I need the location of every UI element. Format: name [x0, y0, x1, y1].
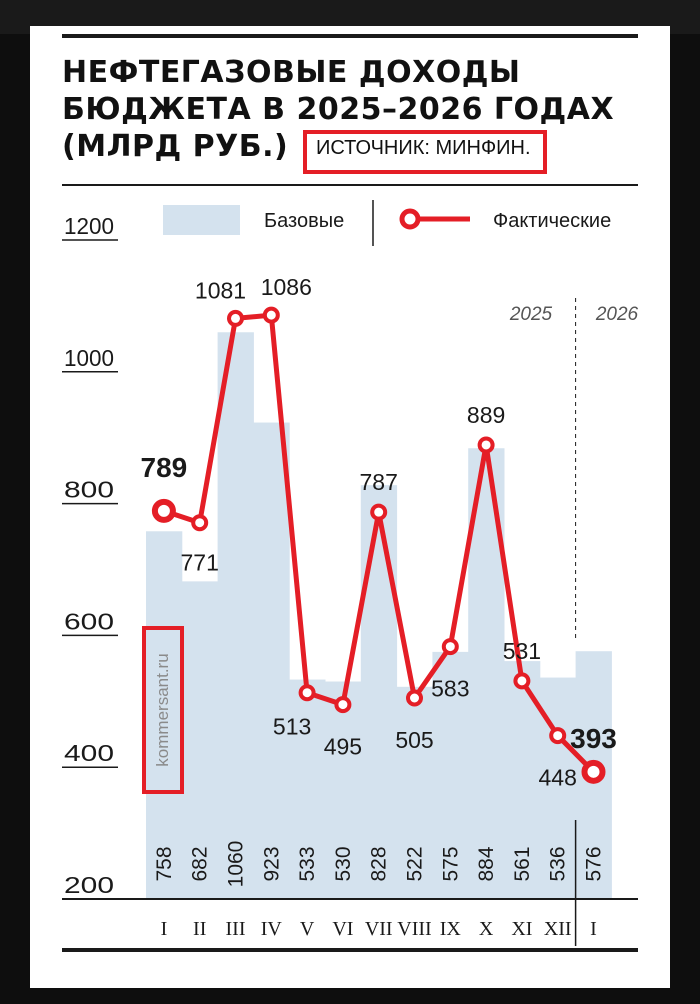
x-tick-label: XII	[544, 918, 572, 940]
point-actual-label: 1086	[261, 274, 312, 300]
bar-value-label: 828	[368, 846, 391, 881]
point-actual-label: 393	[570, 723, 617, 754]
bar-base	[432, 651, 469, 899]
x-tick-label: IX	[440, 918, 462, 940]
point-actual	[227, 309, 244, 327]
bar-value-label: 923	[260, 846, 283, 881]
point-actual-label: 513	[273, 714, 311, 740]
point-actual	[513, 672, 531, 690]
point-actual	[262, 306, 280, 324]
year-label-2026: 2026	[595, 304, 639, 325]
point-actual-label: 789	[141, 452, 188, 483]
bar-base	[360, 485, 398, 899]
point-actual	[298, 684, 316, 702]
bar-value-label: 1060	[225, 841, 248, 888]
point-actual-label: 787	[360, 469, 398, 495]
legend-marker-actual	[399, 208, 421, 230]
x-tick-label: V	[300, 918, 315, 940]
bar-base	[217, 332, 254, 899]
y-tick-label: 800	[64, 477, 114, 503]
x-tick-label: III	[226, 918, 246, 940]
y-tick-label: 1200	[64, 213, 114, 239]
x-tick-label: II	[193, 918, 206, 940]
bar-base	[146, 531, 183, 899]
point-actual-label: 583	[431, 676, 469, 702]
bar-base	[181, 581, 219, 899]
point-actual	[441, 638, 459, 656]
y-tick-label: 400	[64, 740, 114, 766]
point-actual-label: 889	[467, 402, 505, 428]
watermark: kommersant.ru	[153, 653, 172, 767]
y-tick-label: 200	[64, 872, 114, 898]
year-label-2025: 2025	[509, 304, 553, 325]
bar-value-label: 522	[404, 846, 427, 881]
point-actual-label: 1081	[195, 277, 246, 303]
x-tick-label: VIII	[397, 918, 431, 940]
bar-value-label: 884	[475, 846, 498, 881]
title-rule-top	[62, 34, 638, 38]
bar-value-label: 682	[189, 846, 212, 881]
legend-swatch-base	[163, 205, 240, 235]
point-actual	[191, 514, 209, 532]
point-actual	[334, 696, 352, 714]
x-tick-label: X	[479, 918, 494, 940]
source-highlight-box	[303, 130, 547, 174]
point-actual-label: 531	[503, 638, 541, 664]
point-actual	[151, 498, 176, 523]
x-tick-label: VI	[332, 918, 353, 940]
x-tick-label: XI	[511, 918, 532, 940]
legend-label-base: Базовые	[264, 210, 344, 232]
point-actual	[581, 759, 606, 784]
x-tick-label: I	[161, 918, 168, 940]
y-tick-label: 1000	[64, 345, 114, 371]
bar-value-label: 533	[296, 846, 319, 881]
point-actual	[406, 689, 423, 707]
x-tick-label: I	[590, 918, 597, 940]
bar-base	[396, 686, 433, 899]
source-label: ИСТОЧНИК: МИНФИН.	[316, 137, 531, 159]
watermark-highlight-box	[142, 626, 184, 794]
x-tick-label: VII	[365, 918, 393, 940]
point-actual-label: 448	[539, 765, 577, 791]
bar-value-label: 536	[547, 846, 570, 881]
point-actual-label: 495	[324, 734, 362, 760]
bar-value-label: 575	[439, 846, 462, 881]
bar-base	[253, 422, 290, 899]
bottom-rule	[62, 948, 638, 952]
x-tick-label: IV	[261, 918, 283, 940]
chart-title: НЕФТЕГАЗОВЫЕ ДОХОДЫ БЮДЖЕТА В 2025–2026 …	[62, 55, 615, 164]
title-rule-bottom	[62, 184, 638, 186]
bar-value-label: 576	[583, 846, 606, 881]
bar-base	[289, 679, 326, 899]
point-actual	[549, 727, 567, 745]
bar-value-label: 530	[332, 846, 355, 881]
legend-label-actual: Фактические	[493, 210, 611, 232]
bar-base	[325, 681, 362, 899]
bar-value-label: 758	[153, 846, 176, 881]
point-actual-label: 505	[395, 727, 433, 753]
point-actual	[370, 503, 388, 521]
bar-value-label: 561	[511, 846, 534, 881]
point-actual	[477, 436, 495, 454]
y-tick-label: 600	[64, 608, 114, 634]
point-actual-label: 771	[181, 550, 219, 576]
